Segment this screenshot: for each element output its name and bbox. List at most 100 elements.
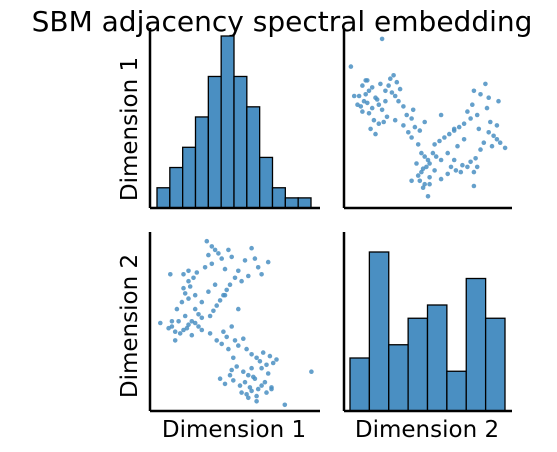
scatter-top-point-24 bbox=[419, 169, 424, 175]
scatter-bottom-point-27 bbox=[196, 324, 201, 329]
scatter-top-point-106 bbox=[383, 98, 388, 104]
scatter-bottom-point-15 bbox=[189, 319, 195, 324]
scatter-bottom-point-3 bbox=[194, 270, 200, 275]
scatter-top-point-19 bbox=[420, 166, 426, 171]
scatter-bottom-point-50 bbox=[265, 259, 271, 265]
scatter-bottom-point-26 bbox=[192, 320, 198, 326]
scatter-top-point-63 bbox=[409, 116, 414, 121]
scatter-bottom-point-49 bbox=[259, 272, 264, 277]
scatter-top-point-102 bbox=[415, 142, 421, 147]
scatter-bottom-point-83 bbox=[222, 381, 228, 387]
scatter-bottom-point-109 bbox=[229, 367, 234, 373]
scatter-top-point-48 bbox=[478, 92, 483, 97]
scatter-bottom-point-30 bbox=[169, 319, 175, 324]
scatter-top-point-33 bbox=[497, 140, 503, 145]
hist-dim1-bar-9 bbox=[271, 187, 286, 209]
panel-dim2-vs-dim1-top-scatter bbox=[342, 28, 512, 210]
scatter-bottom-point-71 bbox=[264, 362, 269, 368]
hist-dim1-bar-8 bbox=[259, 156, 274, 209]
scatter-bottom-point-112 bbox=[206, 289, 211, 295]
scatter-bottom-point-100 bbox=[282, 402, 288, 408]
scatter-bottom-point-47 bbox=[252, 256, 258, 261]
scatter-bottom-point-89 bbox=[251, 374, 256, 380]
scatter-top-point-87 bbox=[369, 105, 375, 111]
scatter-bottom-point-10 bbox=[168, 272, 173, 277]
scatter-bottom-point-86 bbox=[237, 383, 243, 388]
scatter-top-point-32 bbox=[502, 145, 508, 151]
scatter-top-point-6 bbox=[460, 162, 465, 168]
scatter-bottom-point-17 bbox=[199, 315, 205, 321]
scatter-top-point-104 bbox=[406, 130, 411, 135]
scatter-bottom-point-115 bbox=[236, 306, 241, 312]
scatter-top-point-100 bbox=[348, 64, 354, 69]
scatter-top-point-62 bbox=[422, 119, 428, 125]
scatter-top-point-30 bbox=[427, 181, 432, 187]
scatter-top-point-3 bbox=[473, 156, 478, 161]
scatter-bottom-point-101 bbox=[309, 369, 314, 375]
hist-dim2-bar-2 bbox=[388, 344, 409, 412]
scatter-top-point-77 bbox=[379, 107, 385, 113]
scatter-bottom-point-2 bbox=[186, 268, 191, 274]
scatter-top-point-98 bbox=[360, 83, 365, 88]
scatter-bottom-point-110 bbox=[192, 306, 198, 312]
scatter-bottom-point-35 bbox=[212, 247, 218, 253]
scatter-top-point-80 bbox=[383, 88, 388, 94]
hist-dim1-bar-7 bbox=[246, 106, 261, 209]
scatter-top-point-42 bbox=[494, 123, 500, 128]
scatter-top-point-46 bbox=[496, 98, 501, 104]
hist-dim1-bar-10 bbox=[284, 197, 299, 209]
scatter-bottom-point-75 bbox=[231, 355, 236, 361]
hist-dim1-bar-2 bbox=[182, 146, 197, 209]
scatter-bottom-point-114 bbox=[222, 292, 228, 298]
scatter-bottom-point-96 bbox=[254, 393, 259, 399]
scatter-top-point-99 bbox=[363, 78, 369, 83]
scatter-bottom-point-44 bbox=[236, 268, 241, 274]
scatter-top-point-96 bbox=[356, 93, 362, 99]
scatter-bottom-point-14 bbox=[182, 313, 188, 319]
y-axis-label-row1: Dimension 1 bbox=[117, 57, 143, 201]
scatter-bottom-point-48 bbox=[255, 265, 261, 270]
scatter-top-point-52 bbox=[465, 109, 470, 114]
scatter-bottom-point-12 bbox=[179, 299, 185, 305]
scatter-bottom-point-70 bbox=[260, 350, 266, 355]
scatter-bottom-point-82 bbox=[217, 376, 223, 382]
scatter-bottom-point-85 bbox=[231, 378, 236, 383]
hist-dim1-bar-0 bbox=[156, 187, 171, 209]
hist-dim2-bar-0 bbox=[349, 357, 371, 412]
scatter-top-point-85 bbox=[371, 117, 377, 123]
hist-dim2-bar-1 bbox=[368, 251, 390, 412]
scatter-top-point-35 bbox=[494, 137, 500, 142]
scatter-top-point-7 bbox=[458, 169, 464, 175]
scatter-bottom-point-4 bbox=[191, 275, 196, 281]
scatter-top-point-58 bbox=[437, 138, 442, 144]
scatter-top-point-57 bbox=[442, 135, 447, 140]
scatter-top-point-8 bbox=[453, 168, 459, 173]
scatter-top-point-61 bbox=[412, 124, 418, 130]
scatter-top-point-50 bbox=[483, 81, 488, 87]
scatter-bottom-point-24 bbox=[181, 327, 186, 333]
scatter-bottom-point-61 bbox=[224, 334, 229, 340]
scatter-top-point-12 bbox=[445, 171, 451, 177]
scatter-bottom-point-37 bbox=[216, 251, 221, 256]
x-axis-label-col2: Dimension 2 bbox=[355, 417, 499, 443]
scatter-bottom-point-65 bbox=[241, 336, 246, 342]
scatter-bottom-point-93 bbox=[239, 390, 244, 395]
scatter-bottom-point-72 bbox=[267, 353, 273, 359]
scatter-bottom-point-45 bbox=[242, 258, 248, 263]
scatter-top-point-22 bbox=[417, 178, 423, 184]
scatter-bottom-point-69 bbox=[257, 359, 263, 364]
scatter-top-point-51 bbox=[470, 102, 475, 107]
hist-dim2-bar-4 bbox=[426, 304, 448, 412]
scatter-top-point-37 bbox=[491, 133, 496, 139]
scatter-bottom-point-39 bbox=[209, 261, 215, 267]
scatter-top-point-54 bbox=[456, 124, 462, 130]
scatter-bottom-point-113 bbox=[212, 282, 218, 288]
scatter-bottom-point-94 bbox=[244, 392, 249, 397]
scatter-bottom-point-67 bbox=[249, 352, 254, 357]
scatter-bottom-point-6 bbox=[187, 284, 193, 289]
scatter-top-point-26 bbox=[425, 157, 431, 163]
scatter-bottom-point-25 bbox=[189, 332, 195, 338]
hist-dim2-bar-6 bbox=[465, 277, 487, 412]
scatter-top-point-67 bbox=[396, 98, 401, 104]
scatter-top-point-47 bbox=[486, 95, 492, 100]
